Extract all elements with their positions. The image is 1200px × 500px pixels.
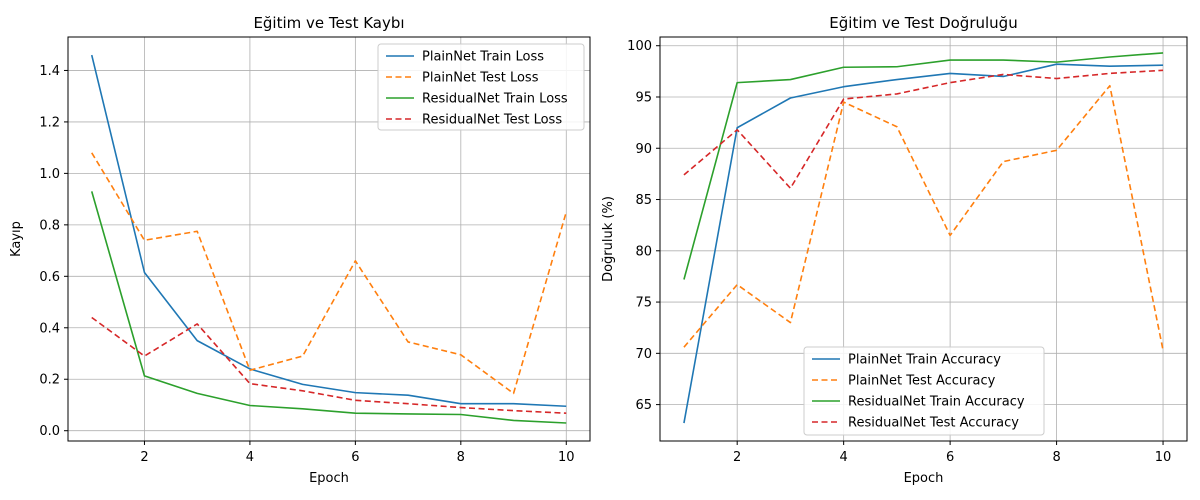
loss-ytick-label: 1.2 bbox=[39, 115, 60, 130]
loss-chart-xlabel: Epoch bbox=[309, 471, 349, 486]
accuracy-ytick-label: 65 bbox=[635, 398, 652, 413]
accuracy-chart-ylabel: Doğruluk (%) bbox=[601, 196, 616, 282]
accuracy-legend-label-1: PlainNet Test Accuracy bbox=[848, 374, 996, 389]
loss-xtick-label: 6 bbox=[351, 450, 359, 465]
accuracy-xtick-label: 6 bbox=[946, 450, 954, 465]
accuracy-chart-xlabel: Epoch bbox=[904, 471, 944, 486]
accuracy-series-line-3 bbox=[683, 69, 1164, 190]
loss-series-line-1 bbox=[91, 152, 568, 395]
accuracy-series-line-1 bbox=[683, 84, 1164, 351]
accuracy-ytick-label: 85 bbox=[635, 193, 652, 208]
accuracy-ytick-label: 95 bbox=[635, 90, 652, 105]
loss-chart: Eğitim ve Test Kaybı Epoch Kayıp 2 4 6 8 10 0… bbox=[9, 14, 591, 486]
accuracy-legend-label-0: PlainNet Train Accuracy bbox=[848, 353, 1001, 368]
loss-xtick-label: 2 bbox=[140, 450, 148, 465]
accuracy-series-line-2 bbox=[683, 52, 1164, 280]
loss-ticks: 2 4 6 8 10 0.0 0.2 0.4 0.6 0.8 1.0 1.2 1.4 bbox=[39, 64, 574, 465]
loss-xtick-label: 10 bbox=[558, 450, 575, 465]
loss-ytick-label: 1.0 bbox=[39, 167, 60, 182]
accuracy-ytick-label: 75 bbox=[635, 296, 652, 311]
loss-ytick-label: 1.4 bbox=[39, 64, 60, 79]
loss-legend-label-1: PlainNet Test Loss bbox=[422, 71, 539, 86]
loss-series-line-0 bbox=[90, 54, 567, 408]
accuracy-legend-label-2: ResidualNet Train Accuracy bbox=[848, 395, 1025, 410]
loss-series-line-2 bbox=[90, 191, 567, 424]
loss-legend-label-3: ResidualNet Test Loss bbox=[422, 113, 562, 128]
loss-legend-label-0: PlainNet Train Loss bbox=[422, 50, 544, 65]
loss-axes-frame bbox=[67, 36, 591, 442]
accuracy-legend: PlainNet Train Accuracy PlainNet Test Acc… bbox=[803, 346, 1045, 436]
accuracy-ytick-label: 80 bbox=[635, 244, 652, 259]
loss-legend: PlainNet Train Loss PlainNet Test Loss Res… bbox=[377, 43, 585, 131]
loss-ytick-label: 0.2 bbox=[39, 373, 60, 388]
accuracy-xtick-label: 4 bbox=[840, 450, 848, 465]
loss-legend-box bbox=[377, 43, 585, 131]
loss-series-group bbox=[90, 54, 568, 424]
accuracy-chart: Eğitim ve Test Doğruluğu Epoch Doğruluk … bbox=[601, 14, 1188, 486]
accuracy-series-group bbox=[683, 52, 1164, 424]
accuracy-ytick-label: 100 bbox=[627, 39, 652, 54]
loss-ytick-label: 0.8 bbox=[39, 218, 60, 233]
loss-ytick-label: 0.6 bbox=[39, 270, 60, 285]
accuracy-ticks: 2 4 6 8 10 65 70 75 80 85 90 95 100 bbox=[627, 39, 1171, 465]
accuracy-legend-label-3: ResidualNet Test Accuracy bbox=[848, 416, 1019, 431]
accuracy-axes-frame bbox=[659, 36, 1188, 442]
accuracy-legend-box bbox=[803, 346, 1045, 436]
loss-chart-ylabel: Kayıp bbox=[9, 221, 24, 257]
loss-xtick-label: 8 bbox=[457, 450, 465, 465]
accuracy-xtick-label: 8 bbox=[1052, 450, 1060, 465]
loss-chart-title: Eğitim ve Test Kaybı bbox=[253, 14, 404, 32]
loss-ytick-label: 0.0 bbox=[39, 424, 60, 439]
loss-ytick-label: 0.4 bbox=[39, 321, 60, 336]
loss-legend-label-2: ResidualNet Train Loss bbox=[422, 92, 568, 107]
accuracy-chart-title: Eğitim ve Test Doğruluğu bbox=[829, 14, 1017, 32]
accuracy-xtick-label: 10 bbox=[1155, 450, 1172, 465]
accuracy-ytick-label: 90 bbox=[635, 142, 652, 157]
accuracy-xtick-label: 2 bbox=[733, 450, 741, 465]
loss-xtick-label: 4 bbox=[246, 450, 254, 465]
accuracy-series-line-0 bbox=[683, 63, 1164, 424]
loss-series-line-3 bbox=[91, 316, 567, 415]
accuracy-ytick-label: 70 bbox=[635, 347, 652, 362]
